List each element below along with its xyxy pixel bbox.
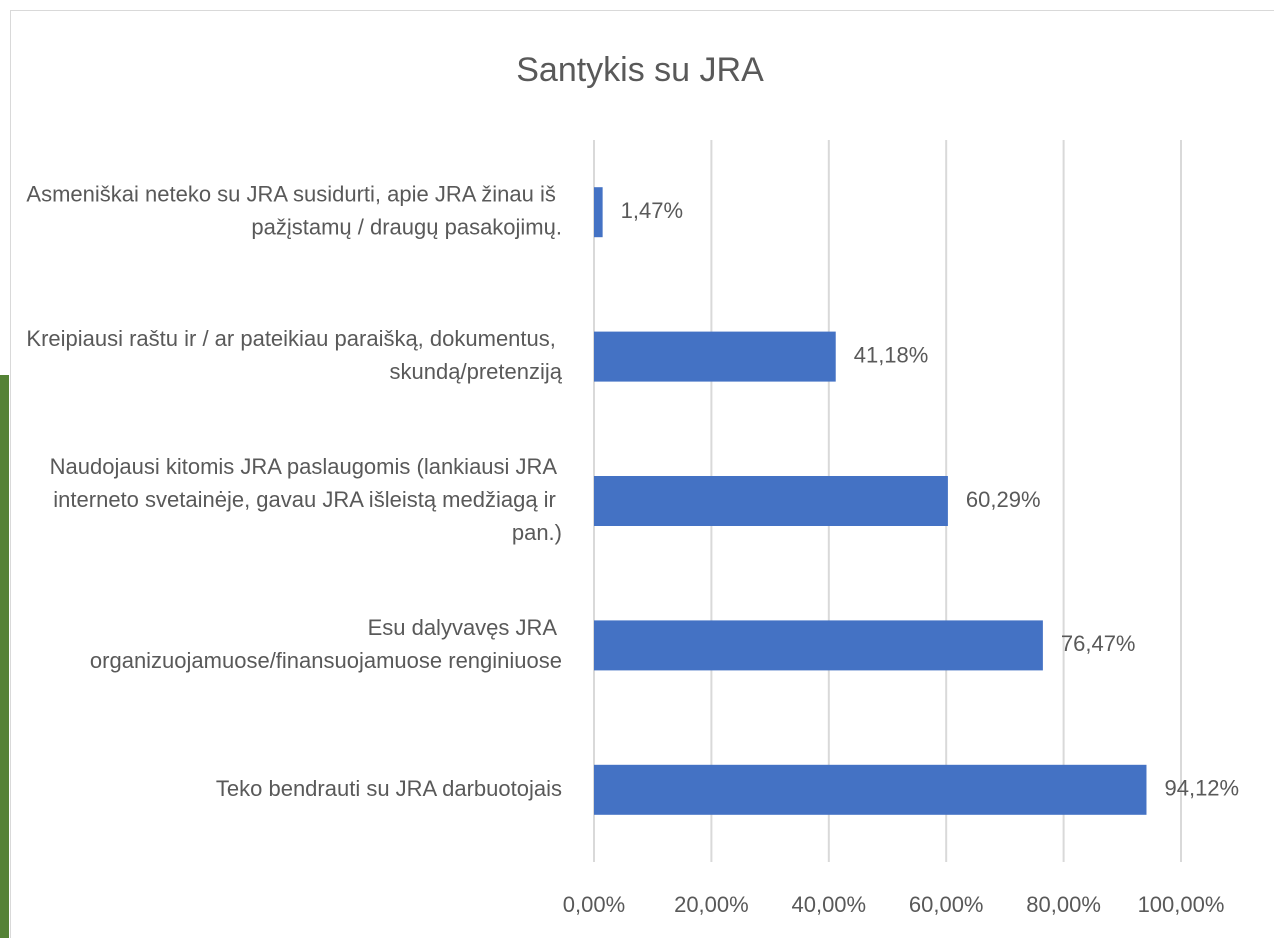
bar xyxy=(594,620,1043,671)
y-tick-label: Kreipiausi raštu ir / ar pateikiau parai… xyxy=(26,326,562,384)
bar xyxy=(594,764,1147,815)
y-tick-label: Naudojausi kitomis JRA paslaugomis (lank… xyxy=(50,454,562,545)
bar xyxy=(594,187,603,238)
side-strip xyxy=(0,375,9,938)
data-label: 41,18% xyxy=(854,342,929,367)
y-tick-label: Teko bendrauti su JRA darbuotojais xyxy=(216,776,562,801)
bar xyxy=(594,476,948,526)
y-tick-label: Asmeniškai neteko su JRA susidurti, apie… xyxy=(26,182,562,240)
data-label: 76,47% xyxy=(1061,631,1136,656)
x-tick-label: 80,00% xyxy=(1026,892,1101,917)
x-tick-label: 20,00% xyxy=(674,892,749,917)
data-label: 94,12% xyxy=(1164,776,1239,801)
data-label: 1,47% xyxy=(621,198,683,223)
x-tick-label: 60,00% xyxy=(909,892,984,917)
x-tick-label: 40,00% xyxy=(791,892,866,917)
bar xyxy=(594,331,836,382)
x-tick-label: 100,00% xyxy=(1138,892,1225,917)
data-label: 60,29% xyxy=(966,487,1041,512)
y-tick-label: Esu dalyvavęs JRA organizuojamuose/finan… xyxy=(90,615,562,673)
x-tick-label: 0,00% xyxy=(563,892,625,917)
chart-title: Santykis su JRA xyxy=(516,51,764,89)
